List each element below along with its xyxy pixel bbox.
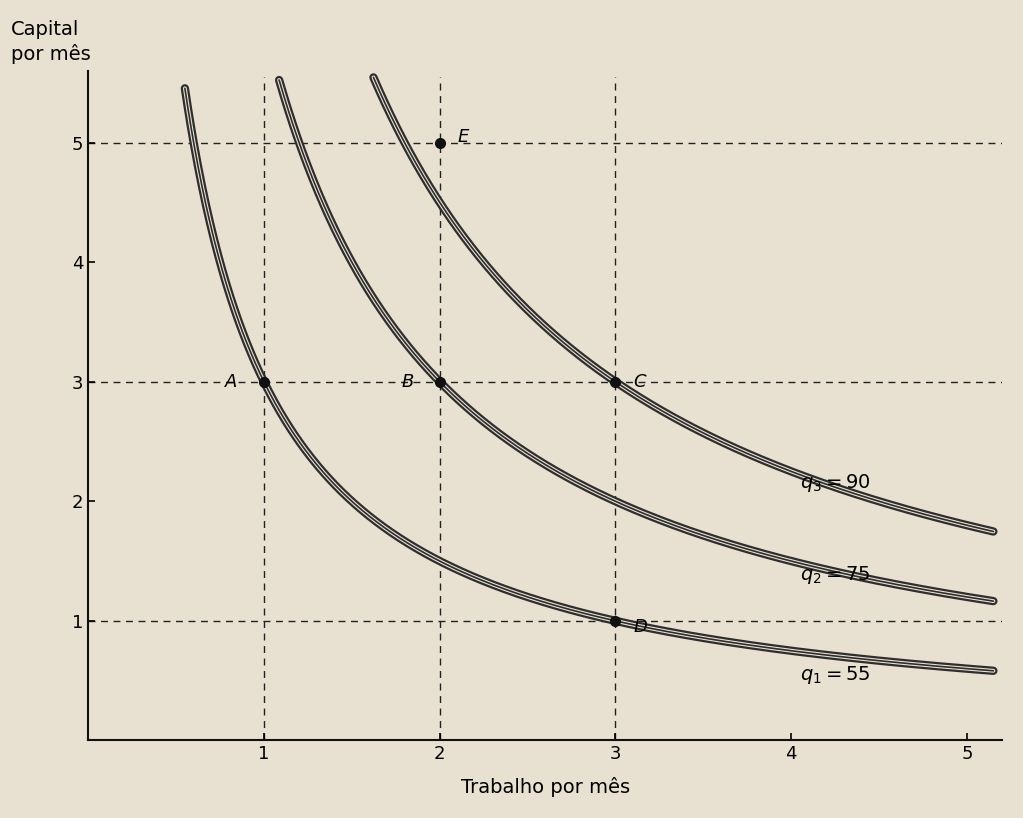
Text: Capital
por mês: Capital por mês [10,20,90,65]
Text: E: E [457,128,469,146]
Text: $q_1 = 55$: $q_1 = 55$ [800,663,871,685]
Text: D: D [633,618,647,636]
Text: C: C [633,373,646,391]
Text: $q_3 = 90$: $q_3 = 90$ [800,472,871,494]
Text: B: B [401,373,413,391]
X-axis label: Trabalho por mês: Trabalho por mês [460,777,630,798]
Text: $q_2 = 75$: $q_2 = 75$ [800,564,871,587]
Text: A: A [225,373,237,391]
